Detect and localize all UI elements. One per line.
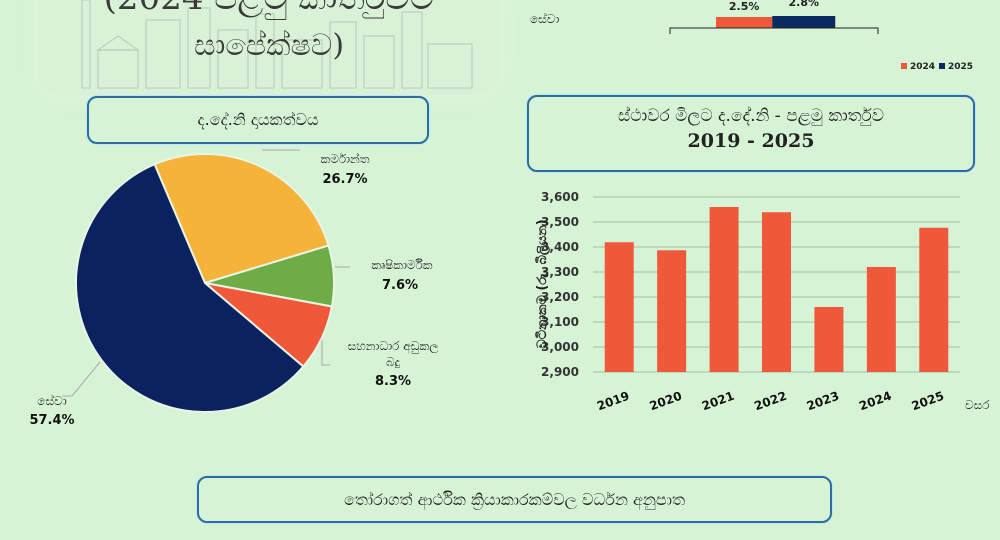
pie-value-taxes: 8.3% [375,374,411,389]
bar-x-tick-label: 2020 [648,389,684,414]
growth-bar-2025 [772,16,836,28]
growth-value-label-2024: 2.5% [729,0,760,13]
growth-rates-title-text: තෝරාගත් ආර්ථික ක්‍රියාකාරකම්වල වර්ධන අනු… [344,490,685,509]
growth-category-label: සේවා [530,12,559,26]
bar-2025 [919,227,949,372]
pie-label-industry: කර්මාන්ත [320,152,369,166]
constant-gdp-title-line2: 2019 - 2025 [687,130,815,152]
gdp-contribution-title-text: ද.දේ.නි දායකත්වය [197,110,319,129]
bar-x-axis-label: වසර [965,398,990,412]
bar-x-tick-label: 2023 [805,389,841,414]
header-title-line1: (2024 පළමු කාර්තුවට [38,0,500,18]
bar-y-axis-label: වටිනාකම (රු. බිලියන) [534,219,551,348]
pie-label-taxes-line2: බදු [386,355,401,369]
constant-gdp-title-line1: ස්ථාවර මිලට ද.දේ.නි - පළමු කාර්තුව [617,106,885,126]
leader-line-taxes [321,340,330,366]
bar-x-tick-label: 2019 [595,389,631,414]
bar-y-tick-label: 3,000 [541,340,579,354]
pie-slice-services [75,162,305,413]
pie-value-services: 57.4% [29,413,74,428]
bar-x-tick-label: 2022 [752,389,788,414]
legend-swatch-2024 [901,63,907,69]
growth-value-label-2025: 2.8% [788,0,819,9]
legend-label-2024: 2024 [910,62,935,72]
growth-snippet-chart: සේවා 2.5% 2.8% 2024 2025 [530,0,973,72]
bar-y-tick-label: 3,300 [541,265,579,279]
bar-2021 [709,207,739,372]
skyline-watermark [81,0,473,89]
bar-x-tick-label: 2021 [700,389,736,414]
bar-2024 [866,267,896,372]
bar-y-tick-label: 3,100 [541,315,579,329]
bar-2020 [657,250,687,372]
pie-value-industry: 26.7% [322,172,367,187]
gdp-contribution-title: ද.දේ.නි දායකත්වය [87,96,429,144]
leader-line-services [62,361,101,397]
growth-rates-title: තෝරාගත් ආර්ථික ක්‍රියාකාරකම්වල වර්ධන අනු… [197,476,832,523]
bar-y-tick-label: 3,600 [541,190,579,204]
bar-2019 [604,242,634,372]
bar-x-tick-label: 2024 [857,389,893,414]
growth-bar-2024 [716,17,773,28]
pie-label-services: සේවා [37,394,66,408]
bar-y-tick-label: 3,400 [541,240,579,254]
constant-gdp-title: ස්ථාවර මිලට ද.දේ.නි - පළමු කාර්තුව 2019 … [527,95,975,172]
bar-y-tick-label: 3,500 [541,215,579,229]
bar-y-tick-label: 3,200 [541,290,579,304]
bar-2022 [762,212,791,372]
legend-label-2025: 2025 [948,62,973,72]
pie-label-agriculture: කෘෂිකාර්මික [371,258,432,272]
legend-swatch-2025 [939,63,945,69]
pie-label-taxes-line1: සහනාධාර අඩුකල [348,339,439,354]
constant-gdp-bar-chart: 2,900 3,000 3,100 3,200 3,300 3,400 3,500 3,600… [534,190,990,414]
bar-2023 [814,307,844,372]
bar-y-tick-label: 2,900 [541,365,579,379]
gdp-contribution-pie-chart: කර්මාන්ත 26.7% කෘෂිකාර්මික 7.6% සහනාධාර … [29,149,439,428]
bar-x-tick-label: 2025 [910,389,946,414]
pie-slice-industry [153,153,330,285]
header-panel: (2024 පළමු කාර්තුවට සාපේක්ෂව) [38,0,500,95]
growth-axis [669,27,879,34]
pie-value-agriculture: 7.6% [382,278,418,293]
header-title-line2: සාපේක්ෂව) [193,28,345,63]
